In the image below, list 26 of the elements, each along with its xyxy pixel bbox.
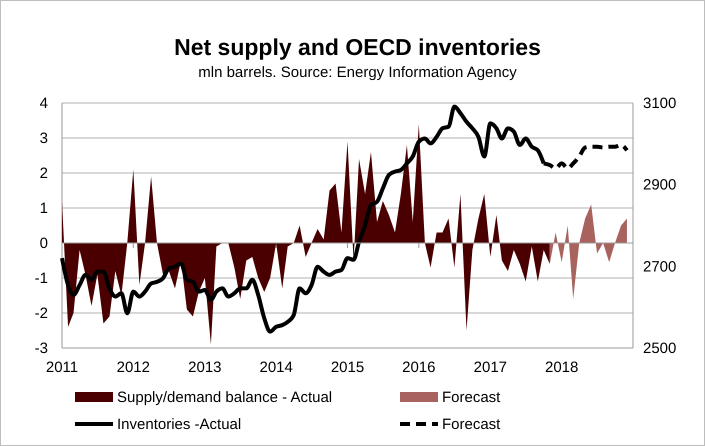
y2-tick-label: 3100 <box>643 95 676 112</box>
x-tick-label: 2012 <box>116 359 150 376</box>
y2-tick-label: 2500 <box>643 340 676 357</box>
x-tick-label: 2013 <box>188 359 222 376</box>
y-tick-label: 0 <box>40 235 48 252</box>
y2-tick-label: 2700 <box>643 258 676 276</box>
y-tick-label: -2 <box>34 305 48 322</box>
y-tick-label: -1 <box>34 270 48 287</box>
chart-subtitle: mln barrels. Source: Energy Information Agency <box>198 64 518 81</box>
x-tick-label: 2011 <box>46 359 78 376</box>
legend-label: Inventories -Actual <box>117 416 242 433</box>
y2-tick-label: 2900 <box>643 176 676 194</box>
y-tick-label: 3 <box>40 130 48 147</box>
y-tick-label: 1 <box>40 200 48 217</box>
x-tick-label: 2017 <box>474 359 508 376</box>
x-tick-label: 2014 <box>259 359 293 376</box>
legend-label: Forecast <box>442 416 502 433</box>
x-tick-label: 2016 <box>402 359 436 376</box>
legend-label: Forecast <box>442 389 502 406</box>
x-tick-label: 2015 <box>330 359 364 376</box>
y-tick-label: -3 <box>34 340 48 357</box>
chart-title: Net supply and OECD inventories <box>174 34 541 60</box>
y-tick-label: 2 <box>40 165 48 182</box>
x-tick-label: 2018 <box>544 359 578 376</box>
legend-label: Supply/demand balance - Actual <box>117 389 332 406</box>
y-tick-label: 4 <box>40 95 48 112</box>
